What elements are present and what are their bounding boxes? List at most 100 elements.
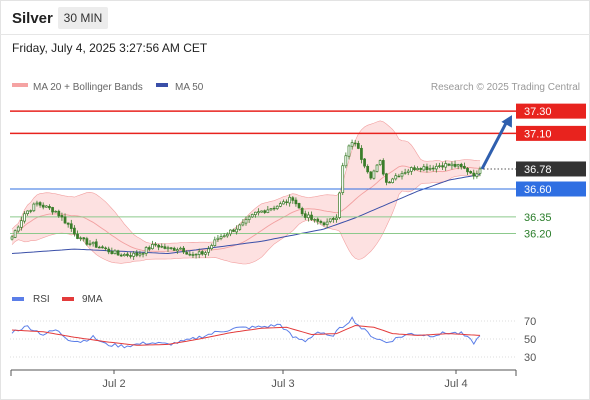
candle-body	[179, 247, 182, 250]
candle-body	[347, 145, 351, 157]
candle-body	[372, 170, 376, 179]
candle-body	[213, 239, 217, 246]
time-axis-label: Jul 3	[271, 378, 294, 390]
candle-body	[303, 213, 307, 218]
candle-body	[397, 175, 401, 178]
candle-body	[275, 205, 279, 210]
time-axis-label: Jul 2	[102, 378, 125, 390]
candle-body	[325, 221, 329, 226]
candle-body	[463, 165, 466, 169]
candle-body	[266, 209, 270, 213]
candle-body	[319, 221, 323, 223]
forecast-arrow-head	[501, 115, 512, 128]
current-price-label-box	[516, 161, 586, 177]
candle-body	[400, 173, 404, 177]
candle-body	[172, 247, 176, 251]
timeframe-button[interactable]: 30 MIN	[58, 7, 108, 29]
candle-body	[291, 197, 295, 201]
candle-body	[38, 202, 42, 206]
legend-9ma-label: 9MA	[82, 294, 103, 305]
candle-body	[250, 214, 254, 218]
candle-body	[166, 247, 170, 250]
header-divider	[0, 34, 590, 35]
time-axis-labels: Jul 2 Jul 3 Jul 4	[102, 370, 468, 390]
candle-body	[419, 168, 423, 170]
candle-body	[10, 236, 14, 240]
candle-body	[144, 247, 148, 254]
candle-body	[169, 247, 173, 249]
candle-body	[394, 175, 398, 180]
rsi-tick-label: 50	[524, 334, 536, 346]
candle-body	[157, 244, 161, 248]
candle-body	[300, 208, 304, 215]
candle-body	[188, 253, 192, 256]
level-lines-layer	[10, 110, 516, 234]
candle-body	[73, 227, 76, 235]
legend-bb-label: MA 20 + Bollinger Bands	[33, 82, 143, 93]
candle-body	[285, 201, 288, 203]
candle-body	[204, 252, 207, 255]
candle-body	[350, 142, 354, 147]
candle-body	[447, 163, 451, 166]
level-labels-layer: 37.30 37.10 36.78 36.60 36.35 36.20	[516, 103, 586, 241]
candle-body	[110, 250, 114, 255]
rsi-9ma-line	[11, 324, 481, 346]
candle-body	[122, 254, 126, 257]
instrument-title: Silver	[12, 10, 53, 27]
candle-body	[29, 210, 33, 212]
candle-body	[57, 210, 61, 217]
candle-body	[478, 168, 482, 174]
candle-body	[154, 243, 157, 246]
candle-body	[91, 241, 95, 245]
candle-body	[210, 245, 214, 250]
candle-body	[356, 143, 360, 149]
candle-body	[453, 163, 457, 167]
candle-body	[444, 163, 448, 168]
legend-bb-swatch	[12, 83, 28, 87]
candles-layer	[10, 139, 482, 260]
candle-body	[466, 167, 469, 173]
candle-body	[391, 178, 395, 183]
candle-body	[229, 229, 232, 235]
candle-body	[341, 165, 345, 193]
candle-body	[406, 170, 410, 173]
rsi-panel: 70 50 30	[10, 316, 536, 364]
resistance-label: 37.10	[524, 128, 552, 140]
forecast-arrow-layer	[480, 115, 512, 170]
candle-body	[63, 216, 67, 224]
candle-body	[413, 167, 416, 171]
forecast-arrow-shaft	[480, 122, 508, 170]
candle-body	[160, 245, 164, 248]
candle-body	[282, 201, 285, 205]
rsi-tick-label: 30	[524, 352, 536, 364]
candle-body	[409, 167, 413, 172]
ma50-line	[11, 174, 481, 255]
candle-body	[216, 237, 220, 240]
candle-body	[151, 244, 154, 250]
candle-body	[247, 216, 251, 220]
pivot-label-box	[516, 181, 586, 197]
candle-body	[353, 142, 357, 145]
candle-body	[322, 222, 326, 226]
candle-body	[44, 205, 48, 208]
candle-body	[257, 211, 260, 214]
candle-body	[48, 206, 51, 209]
candle-body	[344, 155, 348, 167]
support-label: 36.20	[524, 229, 552, 241]
candle-body	[225, 233, 229, 237]
candle-body	[135, 252, 139, 256]
bollinger-lower-line	[11, 175, 480, 265]
candle-body	[272, 207, 276, 210]
candle-body	[54, 210, 58, 213]
candle-body	[469, 171, 473, 174]
resistance-label-box	[516, 125, 586, 141]
candle-body	[222, 235, 226, 238]
candle-body	[200, 251, 204, 255]
candle-body	[191, 254, 195, 256]
candle-body	[310, 214, 313, 220]
bollinger-band-layer	[11, 120, 481, 265]
candle-body	[238, 224, 242, 230]
candle-body	[76, 233, 79, 239]
candle-body	[23, 213, 26, 222]
